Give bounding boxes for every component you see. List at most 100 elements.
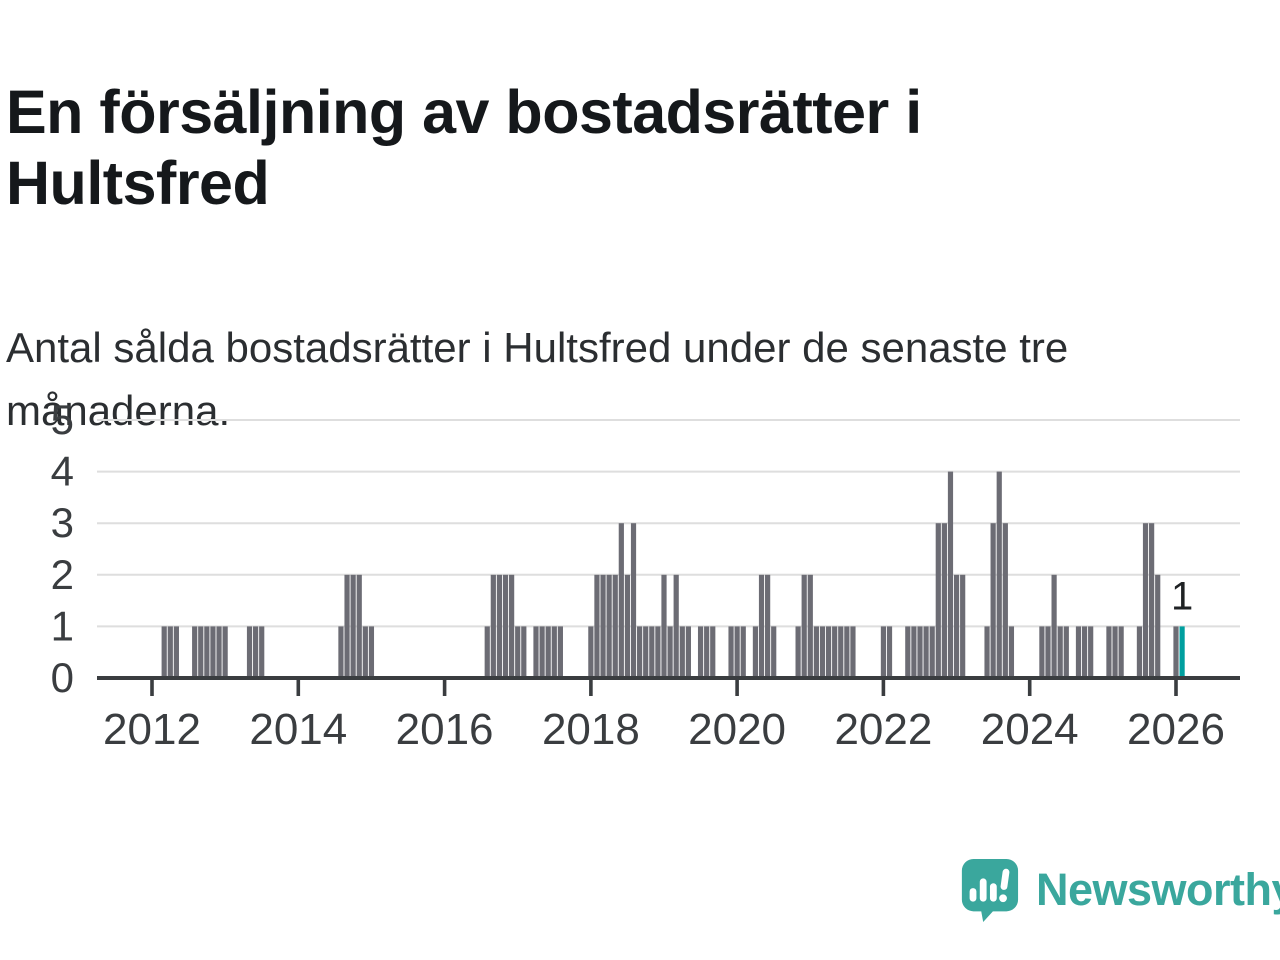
bar <box>704 626 710 678</box>
bar <box>771 626 777 678</box>
bar <box>880 626 887 678</box>
bar <box>484 626 490 678</box>
x-tick-label: 2020 <box>688 705 786 754</box>
bar <box>697 626 704 678</box>
bar <box>960 574 966 678</box>
bar <box>1051 574 1057 678</box>
bar <box>752 626 759 678</box>
bar <box>941 523 947 678</box>
bar <box>496 574 503 678</box>
page-subtitle: Antal sålda bostadsrätter i Hultsfred un… <box>6 324 1069 434</box>
y-tick-label: 5 <box>51 396 74 443</box>
bar <box>1057 626 1063 678</box>
bar <box>210 626 216 678</box>
bar <box>1039 626 1045 678</box>
x-tick-label: 2026 <box>1127 705 1225 754</box>
x-tick-label: 2018 <box>542 705 640 754</box>
bar <box>161 626 167 678</box>
bar <box>1063 626 1069 678</box>
bar <box>539 626 545 678</box>
bar <box>996 471 1002 678</box>
bar <box>606 574 612 678</box>
y-tick-label: 4 <box>51 448 74 495</box>
bar <box>1075 626 1082 678</box>
gridlines <box>97 419 1240 628</box>
bar <box>984 626 990 678</box>
newsworthy-logo-icon <box>961 859 1019 922</box>
bar <box>1149 523 1155 678</box>
bar <box>673 574 679 678</box>
logo-exclamation-dot <box>999 894 1007 903</box>
bar <box>905 626 911 678</box>
bar <box>917 626 923 678</box>
bar <box>612 574 618 678</box>
x-axis <box>97 676 1240 696</box>
bar <box>362 626 368 678</box>
bar <box>173 626 179 678</box>
x-axis-labels: 2012 2014 2016 2018 2020 2022 2024 2026 <box>103 705 1225 754</box>
bar <box>222 626 228 678</box>
bar <box>832 626 838 678</box>
bar <box>338 626 344 678</box>
newsworthy-logo-text: Newsworthy <box>1036 864 1280 915</box>
highlight-bar <box>1179 626 1185 678</box>
x-tick-label: 2024 <box>981 705 1079 754</box>
bar <box>1118 626 1124 678</box>
bar <box>740 626 746 678</box>
bar <box>850 626 856 678</box>
bar <box>935 523 941 678</box>
bar <box>533 626 539 678</box>
x-tick-label: 2016 <box>396 705 494 754</box>
logo-bar-2 <box>979 878 987 902</box>
bar <box>1002 523 1008 678</box>
bar <box>710 626 716 678</box>
bar <box>368 626 375 678</box>
bar <box>990 523 996 678</box>
bar <box>1081 626 1088 678</box>
bar <box>643 626 649 678</box>
bar <box>728 626 734 678</box>
bar <box>588 626 594 678</box>
bar <box>813 626 819 678</box>
bar <box>758 574 765 678</box>
bar <box>216 626 222 678</box>
bar <box>618 523 624 678</box>
bar <box>1008 626 1015 678</box>
bar <box>947 471 954 678</box>
bar <box>1173 626 1179 678</box>
bar <box>557 626 563 678</box>
logo-bar-3 <box>989 883 997 902</box>
bar <box>624 574 631 678</box>
logo-exclamation-bar <box>1000 868 1010 890</box>
bar <box>198 626 204 678</box>
bar <box>1088 626 1094 678</box>
bar <box>1106 626 1112 678</box>
last-value-label: 1 <box>1171 574 1193 618</box>
bar <box>192 626 198 678</box>
bar <box>356 574 362 678</box>
bar <box>502 574 509 678</box>
y-axis-labels: 0 12 34 5 <box>51 396 74 701</box>
y-tick-label: 1 <box>51 602 74 649</box>
bar <box>246 626 253 678</box>
bar <box>350 574 356 678</box>
bar <box>819 626 826 678</box>
bar <box>929 626 935 678</box>
bar <box>1045 626 1051 678</box>
bar <box>551 626 557 678</box>
y-tick-label: 0 <box>51 654 74 701</box>
bar <box>637 626 643 678</box>
bar <box>490 574 496 678</box>
logo-bar-1 <box>969 888 977 902</box>
bar <box>344 574 350 678</box>
x-tick-label: 2012 <box>103 705 201 754</box>
x-tick-label: 2014 <box>249 705 347 754</box>
bar <box>1112 626 1118 678</box>
bar <box>953 574 960 678</box>
bar <box>765 574 771 678</box>
newsworthy-logo: Newsworthy <box>958 857 1280 923</box>
bar <box>679 626 685 678</box>
bar <box>655 626 661 678</box>
